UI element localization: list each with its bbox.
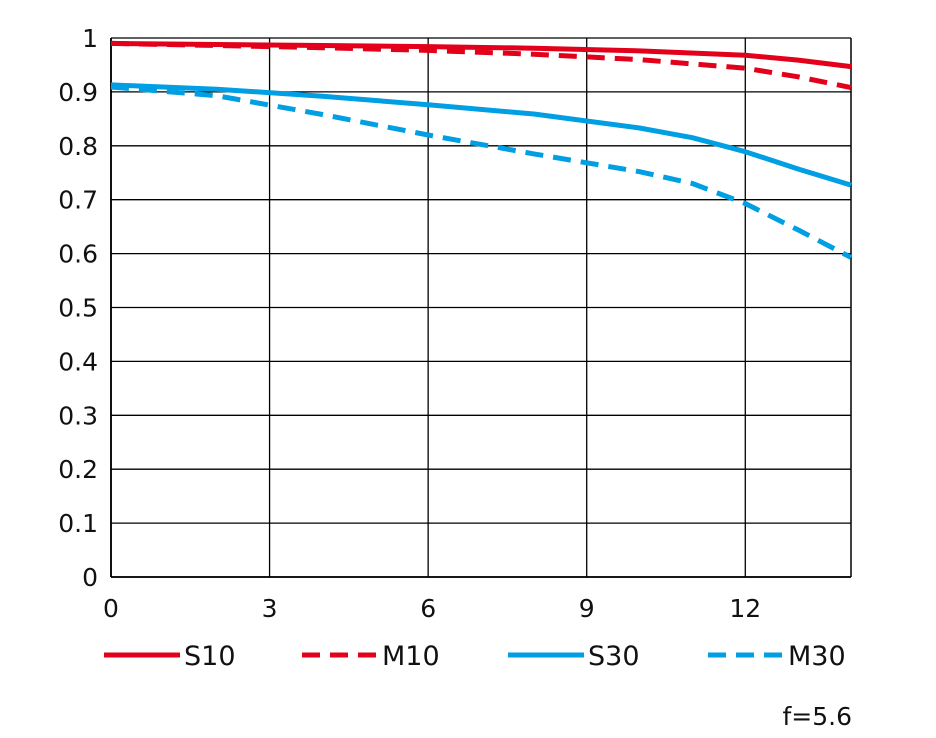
y-tick-labels: 0 0.1 0.2 0.3 0.4 0.5 0.6 0.7 0.8 0.9 1 <box>58 24 98 592</box>
y-tick-label: 0 <box>82 563 98 592</box>
legend: S10 M10 S30 M30 <box>104 641 846 672</box>
y-tick-label: 0.4 <box>58 347 98 376</box>
y-tick-label: 0.2 <box>58 455 98 484</box>
legend-label-s30: S30 <box>588 641 640 672</box>
y-tick-label: 0.9 <box>58 78 98 107</box>
series-line-m10 <box>110 40 852 91</box>
x-tick-label: 0 <box>103 594 119 623</box>
y-tick-label: 0.3 <box>58 401 98 430</box>
y-tick-label: 1 <box>82 24 98 53</box>
y-tick-label: 0.6 <box>58 240 98 269</box>
x-tick-labels: 0 3 6 9 12 <box>103 594 761 623</box>
y-tick-label: 0.8 <box>58 132 98 161</box>
x-tick-label: 9 <box>579 594 595 623</box>
aperture-note: f=5.6 <box>782 702 852 731</box>
x-tick-label: 12 <box>729 594 761 623</box>
y-tick-label: 0.5 <box>58 294 98 323</box>
grid <box>110 37 852 578</box>
legend-label-m30: M30 <box>788 641 846 672</box>
legend-label-m10: M10 <box>382 641 440 672</box>
y-tick-label: 0.1 <box>58 509 98 538</box>
series-line-m30 <box>110 84 853 260</box>
series-lines <box>110 40 853 260</box>
legend-label-s10: S10 <box>184 641 236 672</box>
y-tick-label: 0.7 <box>58 186 98 215</box>
series-line-s30 <box>110 82 852 188</box>
x-tick-label: 6 <box>420 594 436 623</box>
x-tick-label: 3 <box>262 594 278 623</box>
series-line-s10 <box>110 40 852 70</box>
